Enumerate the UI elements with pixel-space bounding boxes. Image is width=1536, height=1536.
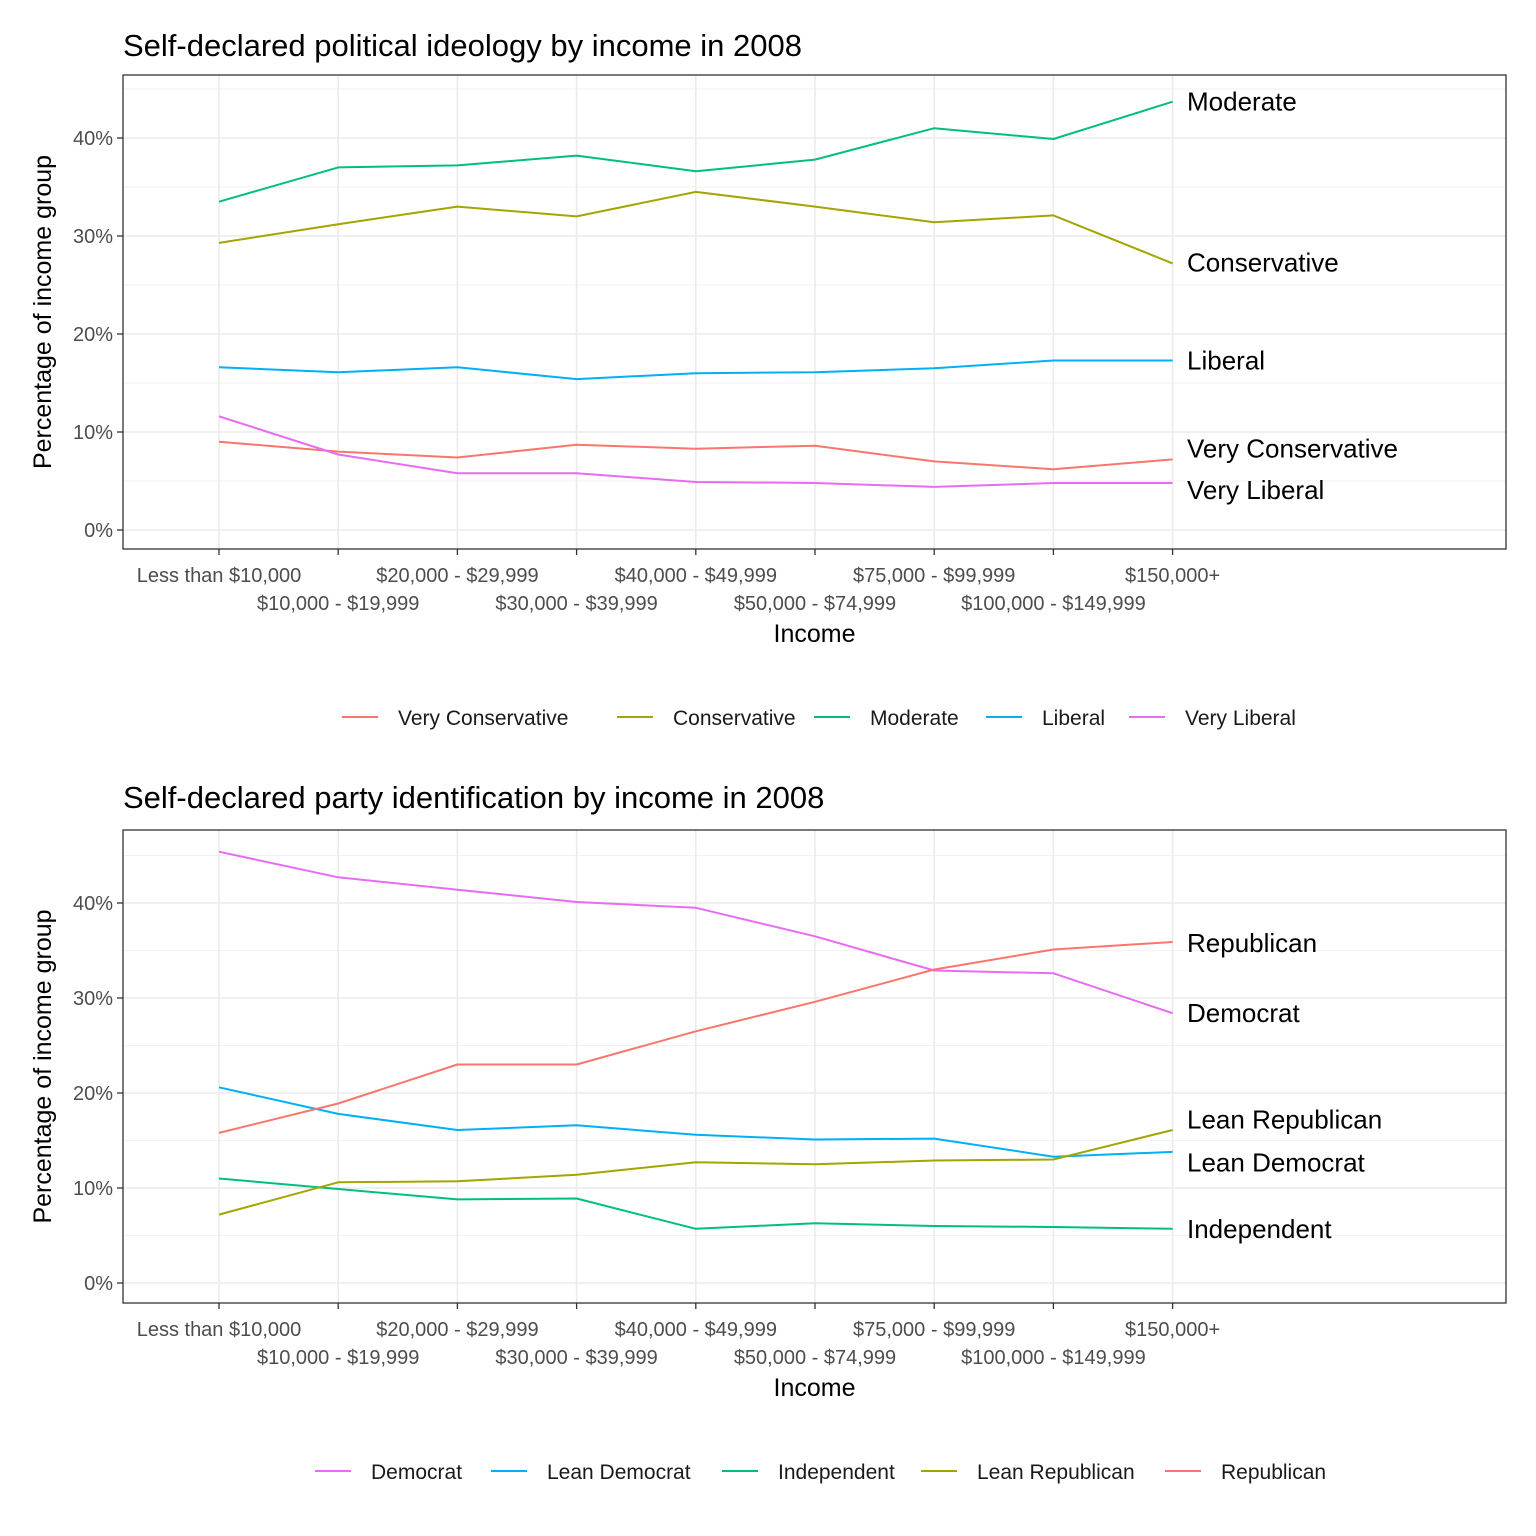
- series-line-lean-democrat: [218, 1086, 1173, 1158]
- chart-title: Self-declared political ideology by inco…: [123, 28, 802, 63]
- series-line-lean-republican: [218, 1129, 1173, 1216]
- y-tick-label: 40%: [73, 128, 113, 150]
- series-line-very-liberal: [218, 415, 1173, 488]
- y-tick-label: 0%: [84, 520, 113, 542]
- x-tick-label: Less than $10,000: [137, 1319, 302, 1341]
- x-tick-label: $10,000 - $19,999: [257, 593, 419, 615]
- legend: Very Conservative Conservative Moderate Lib…: [342, 707, 1296, 730]
- y-tick-label: 40%: [73, 893, 113, 915]
- x-tick-label: $30,000 - $39,999: [495, 593, 657, 615]
- x-tick-label: $20,000 - $29,999: [376, 1319, 538, 1341]
- legend-label-liberal: Liberal: [1042, 707, 1105, 730]
- end-label-lean-democrat: Lean Democrat: [1187, 1147, 1366, 1177]
- legend-label-democrat: Democrat: [371, 1461, 462, 1484]
- x-tick-label: $100,000 - $149,999: [961, 593, 1146, 615]
- end-label-independent: Independent: [1187, 1214, 1332, 1244]
- x-tick-label: $40,000 - $49,999: [615, 565, 777, 587]
- legend-label-lean-republican: Lean Republican: [977, 1461, 1135, 1484]
- series-line-conservative: [218, 190, 1173, 265]
- ideology-chart: Self-declared political ideology by inco…: [29, 28, 1507, 730]
- legend-label-very-liberal: Very Liberal: [1185, 707, 1296, 730]
- legend-label-republican: Republican: [1221, 1461, 1326, 1484]
- party-chart: Self-declared party identification by in…: [29, 780, 1507, 1484]
- legend: Democrat Lean Democrat Independent Lean Rep…: [315, 1461, 1326, 1484]
- y-tick-label: 10%: [73, 422, 113, 444]
- end-label-very-liberal: Very Liberal: [1187, 475, 1324, 505]
- series-line-democrat: [218, 850, 1173, 1015]
- series-line-independent: [218, 1177, 1173, 1230]
- chart-title: Self-declared party identification by in…: [123, 780, 824, 815]
- y-axis-title: Percentage of income group: [29, 155, 57, 469]
- end-label-very-conservative: Very Conservative: [1187, 434, 1398, 464]
- x-axis-title: Income: [774, 620, 856, 648]
- x-tick-label: $40,000 - $49,999: [615, 1319, 777, 1341]
- x-tick-label: $75,000 - $99,999: [853, 565, 1015, 587]
- legend-label-moderate: Moderate: [870, 707, 959, 730]
- x-axis-title: Income: [774, 1374, 856, 1402]
- x-tick-label: $50,000 - $74,999: [734, 1347, 896, 1369]
- y-axis-title: Percentage of income group: [29, 909, 57, 1223]
- y-tick-label: 0%: [84, 1273, 113, 1295]
- x-tick-label: $150,000+: [1125, 565, 1220, 587]
- y-tick-label: 30%: [73, 988, 113, 1010]
- end-label-conservative: Conservative: [1187, 247, 1339, 277]
- end-label-liberal: Liberal: [1187, 345, 1265, 375]
- end-label-democrat: Democrat: [1187, 998, 1300, 1028]
- x-tick-label: $10,000 - $19,999: [257, 1347, 419, 1369]
- end-label-republican: Republican: [1187, 928, 1317, 958]
- x-tick-label: Less than $10,000: [137, 565, 302, 587]
- legend-label-conservative: Conservative: [673, 707, 796, 730]
- series-line-liberal: [218, 359, 1173, 381]
- x-tick-label: $20,000 - $29,999: [376, 565, 538, 587]
- end-label-lean-republican: Lean Republican: [1187, 1105, 1382, 1135]
- y-tick-label: 20%: [73, 1083, 113, 1105]
- legend-label-independent: Independent: [778, 1461, 895, 1484]
- x-tick-label: $100,000 - $149,999: [961, 1347, 1146, 1369]
- x-tick-label: $75,000 - $99,999: [853, 1319, 1015, 1341]
- legend-label-very-conservative: Very Conservative: [398, 707, 568, 730]
- x-tick-label: $150,000+: [1125, 1319, 1220, 1341]
- series-line-republican: [218, 941, 1173, 1134]
- legend-label-lean-democrat: Lean Democrat: [547, 1461, 691, 1484]
- series-line-moderate: [218, 100, 1173, 203]
- end-label-moderate: Moderate: [1187, 87, 1297, 117]
- y-tick-label: 20%: [73, 324, 113, 346]
- y-tick-label: 30%: [73, 226, 113, 248]
- y-tick-label: 10%: [73, 1178, 113, 1200]
- x-tick-label: $30,000 - $39,999: [495, 1347, 657, 1369]
- x-tick-label: $50,000 - $74,999: [734, 593, 896, 615]
- series-line-very-conservative: [218, 440, 1173, 471]
